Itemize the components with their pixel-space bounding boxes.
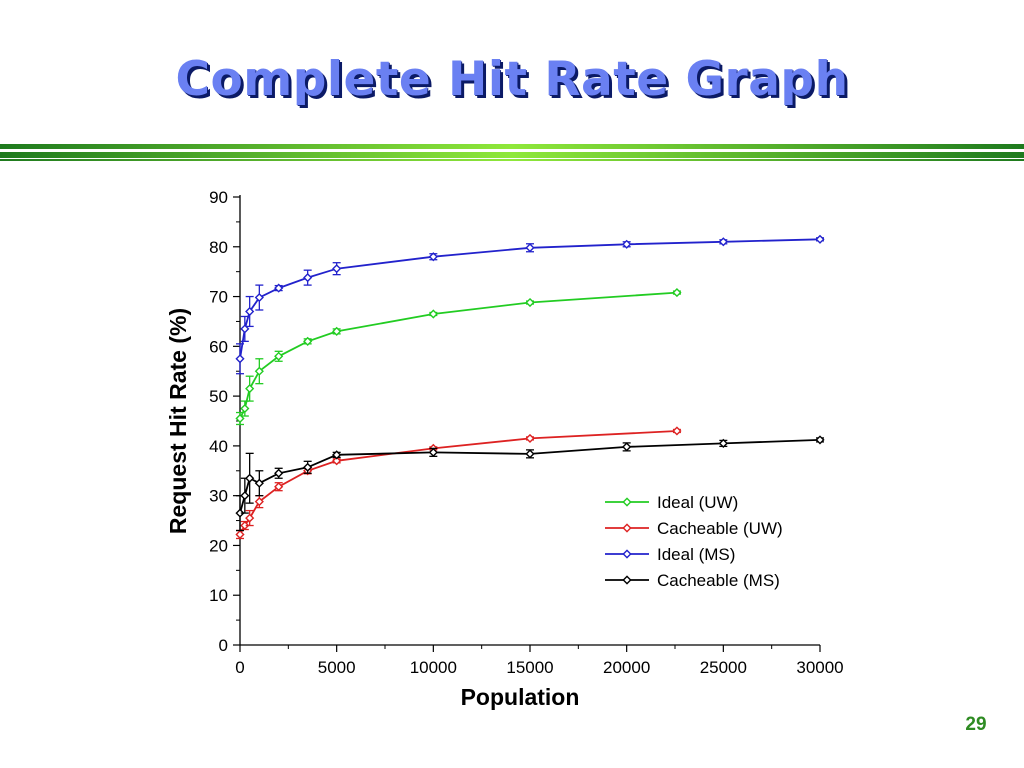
- legend-marker: [622, 497, 632, 507]
- y-tick-label: 10: [209, 586, 228, 605]
- data-point: [332, 326, 342, 336]
- data-point: [815, 234, 825, 244]
- data-point: [274, 351, 284, 361]
- data-point: [332, 450, 342, 460]
- x-tick-label: 5000: [318, 658, 356, 677]
- x-tick-label: 20000: [603, 658, 650, 677]
- data-point: [254, 497, 264, 507]
- data-point: [525, 297, 535, 308]
- data-point: [525, 433, 535, 444]
- y-tick-label: 60: [209, 337, 228, 356]
- data-point: [274, 468, 284, 478]
- data-point: [274, 482, 284, 492]
- data-point: [428, 309, 438, 319]
- data-point: [428, 447, 438, 457]
- y-tick-label: 30: [209, 487, 228, 506]
- data-point: [718, 237, 728, 247]
- data-point: [672, 426, 682, 436]
- y-tick-label: 80: [209, 238, 228, 257]
- legend-label: Ideal (MS): [657, 545, 735, 564]
- data-point: [235, 354, 245, 364]
- x-axis-title: Population: [461, 684, 580, 710]
- legend-label: Ideal (UW): [657, 493, 738, 512]
- y-tick-label: 90: [209, 188, 228, 207]
- data-point: [235, 413, 245, 424]
- hit-rate-chart: 0 10 20 30 40 50 60 70 80 90 0 5000 10000 15000 20000 2…: [165, 188, 844, 710]
- data-point: [254, 478, 264, 488]
- data-point: [235, 529, 245, 540]
- x-tick-label: 10000: [410, 658, 457, 677]
- slide-title: Complete Hit Rate Graph: [175, 52, 849, 107]
- legend-label: Cacheable (MS): [657, 571, 780, 590]
- data-point: [428, 252, 438, 262]
- x-tick-label: 30000: [796, 658, 843, 677]
- title-rule: [0, 144, 1024, 161]
- data-point: [815, 435, 825, 445]
- legend-label: Cacheable (UW): [657, 519, 783, 538]
- data-point: [254, 366, 264, 376]
- y-tick-label: 20: [209, 536, 228, 555]
- x-tick-label: 15000: [506, 658, 553, 677]
- data-point: [240, 491, 250, 501]
- data-point: [672, 287, 682, 298]
- y-axis-title: Request Hit Rate (%): [165, 308, 191, 534]
- y-tick-label: 0: [219, 636, 228, 655]
- data-point: [622, 442, 632, 452]
- x-tick-label: 25000: [700, 658, 747, 677]
- data-point: [240, 403, 250, 414]
- y-tick-label: 70: [209, 288, 228, 307]
- data-point: [525, 449, 535, 459]
- page-number: 29: [965, 714, 987, 735]
- data-point: [245, 513, 255, 523]
- y-tick-label: 50: [209, 387, 228, 406]
- data-point: [303, 273, 313, 283]
- data-point: [332, 264, 342, 274]
- data-point: [718, 438, 728, 448]
- series-line: [239, 291, 677, 419]
- legend-marker: [622, 575, 632, 585]
- x-tick-label: 0: [235, 658, 244, 677]
- data-point: [332, 456, 342, 466]
- data-point: [274, 283, 284, 293]
- data-point: [235, 508, 245, 518]
- data-point: [622, 239, 632, 249]
- data-point: [303, 462, 313, 472]
- data-point: [245, 306, 255, 317]
- legend-marker: [622, 549, 632, 559]
- data-point: [254, 292, 264, 303]
- data-point: [245, 473, 255, 483]
- data-point: [240, 520, 250, 531]
- series-line: [239, 430, 677, 535]
- data-point: [303, 336, 313, 346]
- data-point: [245, 384, 255, 394]
- data-point: [525, 243, 535, 253]
- y-tick-label: 40: [209, 437, 228, 456]
- data-point: [240, 324, 250, 334]
- legend-marker: [622, 523, 632, 533]
